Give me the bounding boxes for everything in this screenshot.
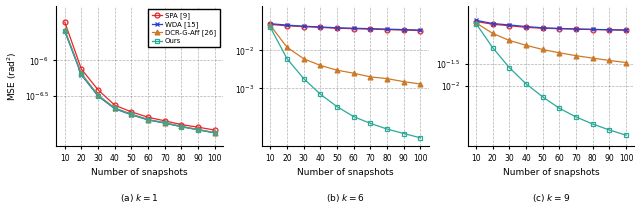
DCR-G-Aff [26] — [144, 118, 152, 121]
Ours — [94, 94, 102, 97]
SPA [9] — [144, 116, 152, 119]
SPA [9] — [111, 104, 118, 106]
WDA [15] — [94, 95, 102, 97]
Ours — [127, 113, 135, 116]
Ours — [178, 125, 186, 128]
Line: DCR-G-Aff [26]: DCR-G-Aff [26] — [62, 27, 218, 135]
WDA [15] — [77, 74, 85, 76]
Line: Ours: Ours — [62, 28, 218, 135]
Ours — [161, 122, 169, 124]
DCR-G-Aff [26] — [161, 121, 169, 124]
DCR-G-Aff [26] — [94, 94, 102, 96]
Ours — [61, 29, 68, 32]
Ours — [195, 129, 202, 131]
DCR-G-Aff [26] — [77, 72, 85, 75]
Legend: SPA [9], WDA [15], DCR-G-Aff [26], Ours: SPA [9], WDA [15], DCR-G-Aff [26], Ours — [148, 9, 220, 47]
SPA [9] — [161, 120, 169, 122]
DCR-G-Aff [26] — [127, 113, 135, 115]
Y-axis label: MSE (rad$^2$): MSE (rad$^2$) — [6, 51, 19, 101]
Text: (b) $k = 6$: (b) $k = 6$ — [326, 192, 365, 204]
WDA [15] — [211, 132, 219, 134]
WDA [15] — [144, 119, 152, 121]
SPA [9] — [195, 126, 202, 129]
WDA [15] — [111, 108, 118, 110]
WDA [15] — [161, 122, 169, 124]
SPA [9] — [178, 123, 186, 126]
Ours — [144, 119, 152, 121]
SPA [9] — [94, 89, 102, 91]
SPA [9] — [211, 129, 219, 131]
Ours — [111, 107, 118, 110]
SPA [9] — [77, 68, 85, 70]
Ours — [211, 132, 219, 134]
SPA [9] — [61, 21, 68, 23]
SPA [9] — [127, 111, 135, 113]
DCR-G-Aff [26] — [111, 107, 118, 109]
WDA [15] — [61, 30, 68, 32]
DCR-G-Aff [26] — [178, 125, 186, 128]
Text: (c) $k = 9$: (c) $k = 9$ — [532, 192, 570, 204]
WDA [15] — [178, 125, 186, 128]
Line: SPA [9]: SPA [9] — [62, 20, 218, 132]
DCR-G-Aff [26] — [195, 128, 202, 131]
DCR-G-Aff [26] — [61, 29, 68, 31]
WDA [15] — [127, 114, 135, 116]
X-axis label: Number of snapshots: Number of snapshots — [92, 168, 188, 177]
DCR-G-Aff [26] — [211, 131, 219, 134]
X-axis label: Number of snapshots: Number of snapshots — [297, 168, 394, 177]
Text: (a) $k = 1$: (a) $k = 1$ — [120, 192, 159, 204]
Line: WDA [15]: WDA [15] — [62, 29, 218, 135]
WDA [15] — [195, 129, 202, 131]
Ours — [77, 73, 85, 76]
X-axis label: Number of snapshots: Number of snapshots — [503, 168, 599, 177]
